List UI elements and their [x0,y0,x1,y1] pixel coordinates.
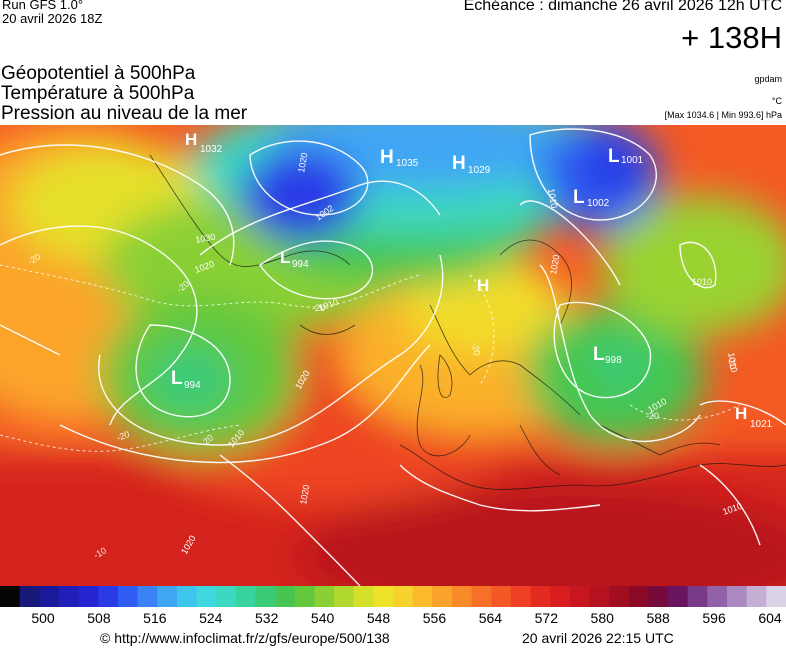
run-label: Run GFS 1.0° [2,0,84,12]
scale-tick-label: 604 [758,610,782,626]
scale-swatch [687,586,708,607]
isobar-label: 1020 [298,484,311,505]
scale-swatch [353,586,374,607]
isotherm-label: -20 [646,411,659,421]
scale-swatch [334,586,355,607]
scale-swatch [235,586,257,607]
scale-swatch [137,586,158,607]
scale-swatch [530,586,551,607]
high-pressure-5: H [735,404,747,423]
isobar-label: 1030 [195,232,216,245]
scale-swatch [609,586,630,607]
low-pressure-3: L [280,248,290,267]
map-title-geopotential: Géopotentiel à 500hPa [1,63,196,84]
scale-swatch [255,586,276,607]
scale-tick-label: 588 [646,610,670,626]
scale-swatch [216,586,237,607]
scale-swatch [628,586,650,607]
scale-swatch [19,586,40,607]
high-pressure-2-value: 1035 [396,158,419,169]
temperature-unit: °C [771,96,782,106]
scale-swatch [176,586,198,607]
scale-swatch [668,586,689,607]
scale-swatch [393,586,414,607]
low-pressure-1: L [608,146,620,167]
low-pressure-4: L [171,368,183,389]
scale-tick-label: 532 [255,610,279,626]
scale-swatch [451,586,473,607]
scale-tick-label: 548 [366,610,391,626]
generation-date: 20 avril 2026 22:15 UTC [522,630,674,646]
scale-swatch [373,586,394,607]
low-pressure-3-value: 994 [292,259,309,270]
forecast-valid-time: Echéance : dimanche 26 avril 2026 12h UT… [463,0,782,14]
scale-swatch [314,586,335,607]
low-pressure-5-value: 998 [605,355,622,366]
high-pressure-1-value: 1032 [200,144,223,155]
scale-swatch [491,586,512,607]
scale-swatch [412,586,433,607]
scale-swatch [157,586,178,607]
scale-tick-label: 508 [87,610,111,626]
isobar-label: 1020 [548,254,561,275]
scale-swatch [707,586,728,607]
scale-swatch [275,586,296,607]
scale-tick-label: 524 [199,610,223,626]
scale-swatch [196,586,217,607]
scale-swatch [432,586,453,607]
scale-swatch [294,586,315,607]
scale-tick-label: 564 [478,610,503,626]
scale-tick-label: 572 [534,610,558,626]
low-pressure-1-value: 1001 [621,155,644,166]
scale-swatch [648,586,669,607]
scale-swatch [766,586,786,607]
scale-swatch [58,586,80,607]
isotherm-label: -20 [115,429,131,443]
scale-tick-label: 596 [702,610,726,626]
scale-swatch [98,586,119,607]
low-pressure-2-value: 1002 [587,198,610,209]
scale-swatch [589,586,610,607]
high-pressure-2: H [380,147,394,168]
pressure-range: [Max 1034.6 | Min 993.6] hPa [664,110,782,120]
low-pressure-5: L [593,344,605,365]
isobar-label: 1010 [692,277,712,287]
lead-time: + 138H [681,20,782,55]
scale-tick-label: 516 [143,610,167,626]
isobar-label: 1020 [296,152,309,173]
scale-tick-label: 500 [31,610,55,626]
high-pressure-5-value: 1021 [750,419,773,430]
scale-swatch [746,586,767,607]
run-date: 20 avril 2026 18Z [2,11,103,26]
map-title-temperature: Température à 500hPa [1,83,195,104]
copyright-link[interactable]: © http://www.infoclimat.fr/z/gfs/europe/… [100,630,390,646]
isobar-label: 1010 [546,188,559,209]
scale-swatch [78,586,99,607]
map-title-pressure: Pression au niveau de la mer [1,103,248,124]
low-pressure-4-value: 994 [184,380,201,391]
high-pressure-1: H [185,130,197,149]
scale-swatch [471,586,492,607]
scale-swatch [117,586,139,607]
color-scale [0,586,786,607]
scale-swatch [510,586,532,607]
scale-swatch [550,586,571,607]
scale-swatch [39,586,60,607]
scale-swatch [569,586,591,607]
scale-tick-label: 556 [422,610,447,626]
high-pressure-3: H [452,153,466,174]
isotherm-label: -20 [726,356,738,371]
isobar-label: 1010 [726,352,739,373]
scale-tick-label: 540 [310,610,335,626]
scale-swatch [727,586,748,607]
isotherm-label: -20 [312,303,325,313]
scale-swatch [0,586,21,607]
isotherm-label: -20 [470,342,482,357]
high-pressure-3-value: 1029 [468,165,491,176]
weather-map[interactable]: H 1032 H 1035 H 1029 L 1001 L 1002 L 994… [0,125,786,586]
high-pressure-4: H [477,276,489,295]
low-pressure-2: L [573,187,585,208]
geopotential-unit: gpdam [754,74,782,84]
scale-tick-label: 580 [590,610,614,626]
